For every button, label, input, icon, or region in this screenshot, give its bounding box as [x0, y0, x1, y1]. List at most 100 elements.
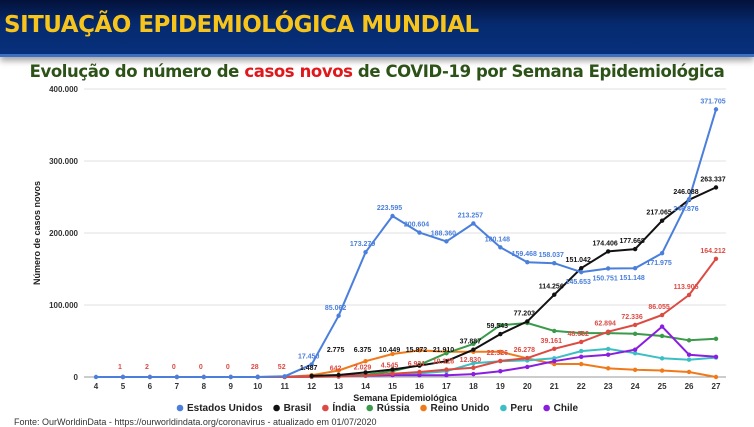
data-point	[686, 352, 692, 357]
data-point	[336, 368, 341, 373]
data-point	[713, 336, 719, 342]
data-point	[471, 365, 476, 370]
data-point	[498, 349, 503, 354]
data-point	[525, 355, 530, 361]
data-label: 174.406	[593, 240, 618, 247]
data-point	[309, 373, 314, 379]
data-point	[255, 374, 260, 380]
data-label: 52	[278, 364, 286, 371]
header-banner: SITUAÇÃO EPIDEMIOLÓGICA MUNDIAL	[0, 0, 754, 57]
data-label: 151.148	[619, 275, 644, 282]
data-label: 39.161	[541, 338, 563, 345]
data-label: 86.055	[648, 304, 670, 311]
data-point	[552, 346, 557, 352]
data-point	[390, 351, 395, 357]
data-point	[417, 363, 422, 368]
data-point	[363, 250, 368, 255]
data-label: 4.545	[381, 363, 399, 370]
x-axis-label: Semana Epidemiológica	[353, 393, 458, 403]
data-label: 0	[199, 364, 203, 371]
data-label: 145.653	[566, 279, 591, 286]
data-point	[444, 351, 449, 356]
data-point	[363, 358, 368, 364]
data-point	[686, 292, 692, 298]
data-point	[579, 361, 584, 367]
data-point	[201, 374, 207, 380]
data-label: 113.905	[674, 284, 699, 291]
data-point	[632, 246, 638, 252]
x-tick-label: 23	[604, 382, 613, 391]
x-tick-label: 4	[94, 382, 99, 391]
x-tick-label: 10	[253, 382, 262, 391]
x-tick-label: 16	[415, 382, 424, 391]
data-point	[93, 374, 99, 380]
data-label: 150.751	[593, 275, 618, 282]
data-point	[605, 249, 611, 254]
data-point	[417, 369, 422, 375]
data-point	[552, 261, 557, 266]
x-tick-label: 26	[685, 382, 694, 391]
chart-title-part2: de COVID-19 por Semana Epidemiológica	[352, 62, 725, 81]
legend-label: Peru	[510, 403, 532, 414]
data-point	[632, 351, 638, 356]
data-point	[525, 259, 530, 265]
x-tick-label: 9	[229, 382, 234, 391]
y-tick-label: 200.000	[49, 229, 78, 238]
data-point	[579, 269, 584, 275]
data-point	[713, 354, 719, 360]
data-point	[444, 239, 449, 244]
data-point	[605, 352, 611, 357]
data-label: 37.887	[460, 339, 482, 346]
legend-marker	[543, 404, 550, 412]
y-tick-label: 0	[74, 373, 79, 382]
legend-label: Reino Unido	[431, 403, 490, 414]
legend-label: Chile	[554, 403, 579, 414]
data-point	[579, 354, 584, 360]
data-point	[659, 356, 665, 361]
data-point	[552, 292, 557, 297]
legend-label: Rússia	[377, 403, 410, 414]
data-label: 164.212	[700, 248, 725, 255]
data-label: 114.256	[539, 284, 564, 291]
data-point	[498, 245, 503, 250]
data-point	[525, 364, 530, 370]
x-tick-label: 15	[388, 382, 397, 391]
data-point	[417, 230, 422, 235]
source-footer: Fonte: OurWorldinData - https://ourworld…	[14, 417, 377, 427]
x-tick-label: 7	[175, 382, 180, 391]
data-label: 642	[330, 366, 342, 373]
data-label: 1	[118, 364, 122, 371]
data-point	[120, 374, 126, 380]
x-tick-label: 5	[121, 382, 126, 391]
x-tick-label: 20	[523, 382, 532, 391]
x-tick-label: 24	[631, 382, 640, 391]
data-point	[498, 369, 503, 374]
data-label: 371.705	[700, 98, 725, 105]
y-tick-label: 300.000	[49, 157, 78, 166]
series-line-estados-unidos	[96, 109, 717, 378]
data-point	[498, 358, 503, 364]
x-tick-label: 18	[469, 382, 478, 391]
data-label: 171.975	[646, 260, 671, 267]
data-point	[471, 347, 476, 352]
data-label: 85.062	[325, 305, 347, 312]
data-point	[686, 357, 692, 362]
data-point	[471, 371, 476, 377]
data-label: 151.042	[566, 257, 591, 264]
data-point	[552, 328, 557, 334]
data-point	[498, 322, 503, 328]
data-label: 21.910	[433, 347, 455, 354]
data-label: 6.375	[354, 347, 372, 354]
data-point	[579, 330, 584, 336]
data-label: 2.029	[354, 365, 372, 372]
y-tick-label: 400.000	[49, 85, 78, 94]
legend-label: Estados Unidos	[187, 403, 263, 414]
data-point	[632, 347, 638, 352]
legend-marker	[273, 404, 280, 412]
x-tick-label: 21	[550, 382, 559, 391]
data-point	[605, 266, 611, 271]
data-point	[659, 333, 665, 339]
data-point	[174, 374, 180, 380]
data-point	[659, 368, 665, 373]
x-tick-label: 25	[658, 382, 667, 391]
